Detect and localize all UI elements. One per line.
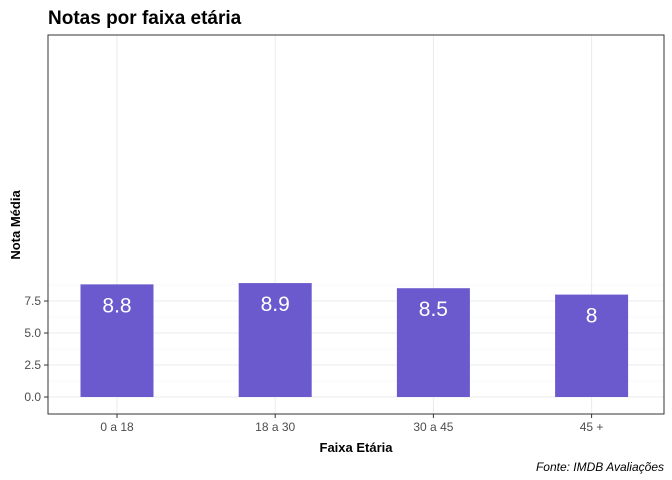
bar-0-a-18 [80, 284, 154, 397]
bar-value-labels: 8.8 8.9 8.5 8 [102, 293, 597, 328]
y-tick-label: 0.0 [24, 390, 41, 404]
y-tick-label: 2.5 [24, 358, 41, 372]
x-tick-label: 0 a 18 [100, 420, 134, 434]
x-axis: 0 a 18 18 a 30 30 a 45 45 + [100, 414, 603, 434]
x-tick-label: 45 + [580, 420, 604, 434]
bar-30-a-45 [396, 288, 470, 397]
bar-value-label: 8 [586, 305, 598, 328]
x-tick-label: 18 a 30 [255, 420, 295, 434]
bars [80, 283, 629, 397]
bar-18-a-30 [238, 283, 312, 397]
y-axis-title: Nota Média [8, 190, 23, 260]
x-axis-title: Faixa Etária [320, 440, 394, 455]
y-tick-label: 7.5 [24, 294, 41, 308]
chart-caption: Fonte: IMDB Avaliações [536, 460, 664, 474]
bar-value-label: 8.5 [419, 298, 448, 321]
bar-value-label: 8.9 [261, 293, 290, 316]
y-tick-label: 5.0 [24, 326, 41, 340]
bar-value-label: 8.8 [102, 294, 131, 317]
y-axis: 0.0 2.5 5.0 7.5 [24, 294, 48, 404]
chart-title: Notas por faixa etária [48, 8, 242, 29]
plot-panel [47, 34, 665, 415]
x-tick-label: 30 a 45 [413, 420, 453, 434]
bar-45-plus [555, 294, 629, 397]
